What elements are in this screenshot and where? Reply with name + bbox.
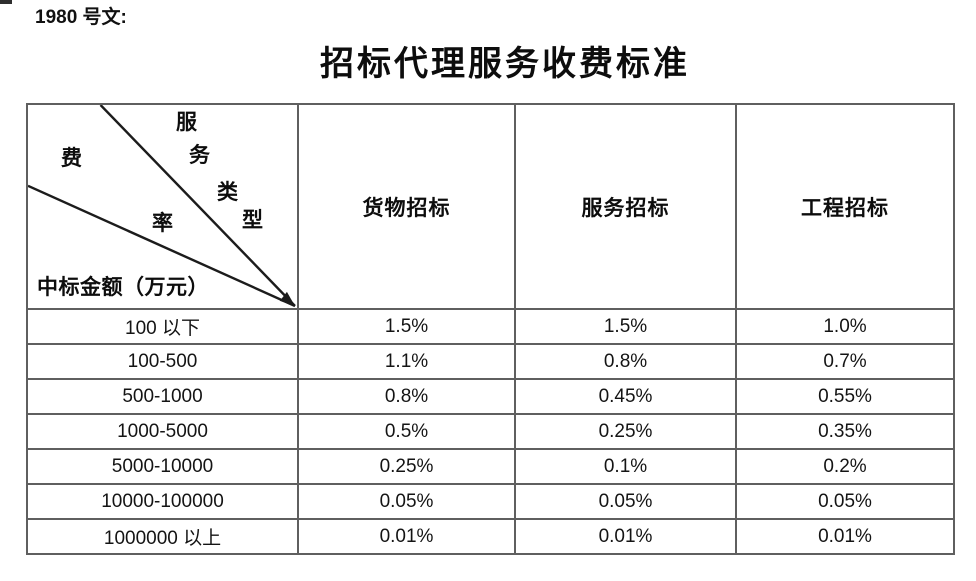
page-corner-artifact [0,0,12,4]
corner-label-bid-amount: 中标金额（万元） [37,275,209,299]
fee-rate-cell: 0.7% [735,343,955,380]
table-row: 500-1000 0.8% 0.45% 0.55% [26,378,955,415]
table-row: 10000-100000 0.05% 0.05% 0.05% [26,483,955,520]
table-row: 5000-10000 0.25% 0.1% 0.2% [26,448,955,485]
document-ref-label: 1980 号文: [35,7,127,28]
arrowhead-icon [279,291,295,306]
table-row: 100-500 1.1% 0.8% 0.7% [26,343,955,380]
row-label-amount-range: 1000000 以上 [26,518,299,555]
diagonal-split-header-cell: 服 务 类 型 费 率 中标金额（万元） [26,103,299,310]
fee-rate-cell: 0.45% [514,378,737,415]
page-title: 招标代理服务收费标准 [320,46,690,83]
fee-rate-cell: 0.01% [735,518,955,555]
fee-rate-cell: 0.01% [514,518,737,555]
corner-label-service-type-char: 服 [176,110,197,134]
row-label-amount-range: 100-500 [26,343,299,380]
fee-rate-cell: 0.25% [514,413,737,450]
fee-rate-cell: 0.35% [735,413,955,450]
column-header-goods-bidding: 货物招标 [297,103,516,310]
corner-label-service-type-char: 务 [189,143,210,167]
fee-rate-cell: 0.25% [297,448,516,485]
diagonal-divider-lines [29,106,296,307]
fee-rate-cell: 0.05% [297,483,516,520]
corner-label-fee-rate-char: 率 [152,211,173,235]
fee-rate-cell: 0.2% [735,448,955,485]
table-row: 100 以下 1.5% 1.5% 1.0% [26,308,955,345]
fee-rate-cell: 1.5% [514,308,737,345]
row-label-amount-range: 1000-5000 [26,413,299,450]
fee-rate-cell: 0.5% [297,413,516,450]
table-header-row: 服 务 类 型 费 率 中标金额（万元） 货物招标 服务招标 工程招标 [26,103,955,310]
row-label-amount-range: 100 以下 [26,308,299,345]
table-row: 1000000 以上 0.01% 0.01% 0.01% [26,518,955,555]
column-header-services-bidding: 服务招标 [514,103,737,310]
corner-label-fee-rate-char: 费 [61,146,82,170]
fee-standard-table: 服 务 类 型 费 率 中标金额（万元） 货物招标 服务招标 工程招标 100 … [26,103,955,555]
fee-rate-cell: 0.1% [514,448,737,485]
fee-rate-cell: 1.1% [297,343,516,380]
table-row: 1000-5000 0.5% 0.25% 0.35% [26,413,955,450]
fee-rate-cell: 0.01% [297,518,516,555]
corner-label-service-type-char: 型 [242,208,263,232]
row-label-amount-range: 500-1000 [26,378,299,415]
fee-rate-cell: 0.8% [514,343,737,380]
fee-rate-cell: 0.55% [735,378,955,415]
fee-rate-cell: 0.8% [297,378,516,415]
fee-rate-cell: 0.05% [514,483,737,520]
row-label-amount-range: 5000-10000 [26,448,299,485]
column-header-engineering-bidding: 工程招标 [735,103,955,310]
corner-label-service-type-char: 类 [217,180,238,204]
row-label-amount-range: 10000-100000 [26,483,299,520]
fee-rate-cell: 1.0% [735,308,955,345]
fee-rate-cell: 0.05% [735,483,955,520]
fee-rate-cell: 1.5% [297,308,516,345]
